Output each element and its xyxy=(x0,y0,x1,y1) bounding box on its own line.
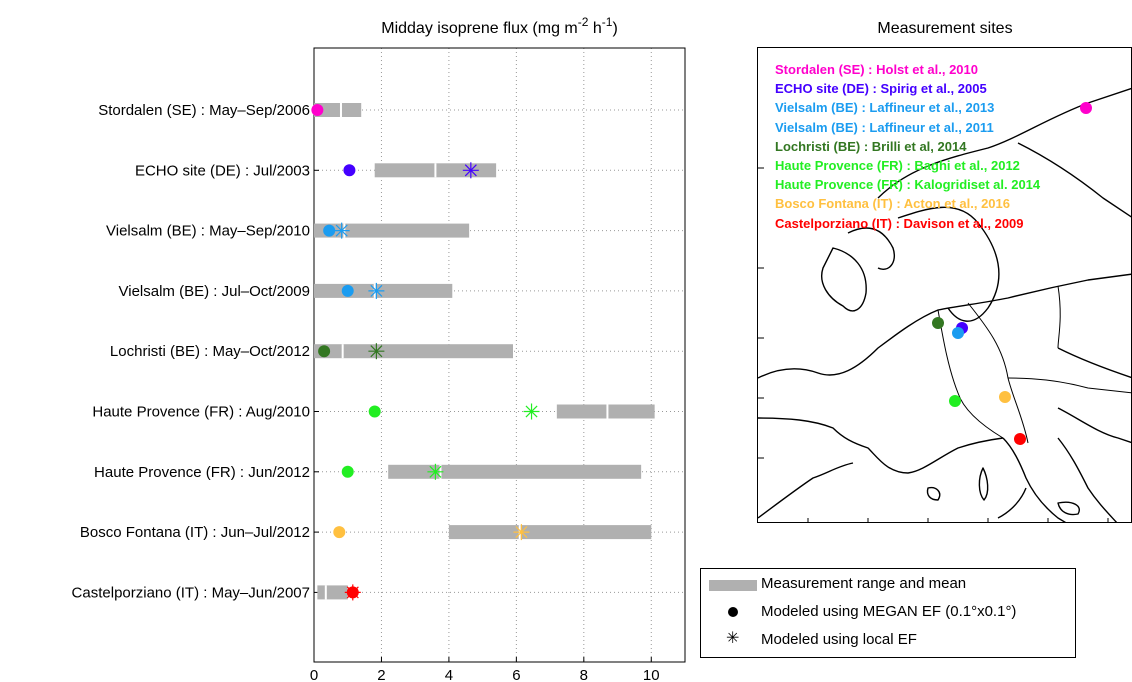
megan-dot xyxy=(341,284,354,297)
map-legend-entry: Stordalen (SE) : Holst et al., 2010 xyxy=(775,62,978,77)
site-label: Stordalen (SE) : May–Sep/2006 xyxy=(98,102,310,119)
x-tick-label: 8 xyxy=(580,667,588,682)
megan-dot xyxy=(311,104,324,116)
site-marker-castelporziano xyxy=(1014,433,1026,445)
range-bar xyxy=(314,223,470,238)
x-tick-label: 4 xyxy=(445,667,453,682)
range-bar xyxy=(556,404,655,419)
site-label: Vielsalm (BE) : May–Sep/2010 xyxy=(106,223,310,240)
local-ef-star xyxy=(523,403,540,420)
local-ef-star xyxy=(462,162,479,179)
site-label: Haute Provence (FR) : Aug/2010 xyxy=(92,404,310,421)
legend-megan-label: Modeled using MEGAN EF (0.1°x0.1°) xyxy=(761,603,1017,620)
megan-dot xyxy=(341,465,354,478)
x-tick-label: 2 xyxy=(377,667,385,682)
legend-row-megan: Modeled using MEGAN EF (0.1°x0.1°) xyxy=(701,602,1075,624)
chart-title-part: -2 xyxy=(578,15,589,29)
site-label: ECHO site (DE) : Jul/2003 xyxy=(135,162,310,179)
megan-dot xyxy=(333,526,346,539)
chart-title: Midday isoprene flux (mg m-2 h-1) xyxy=(381,15,618,37)
legend-range-label: Measurement range and mean xyxy=(761,575,967,592)
megan-dot-swatch xyxy=(728,607,738,617)
local-ef-star xyxy=(427,463,444,480)
local-star-swatch: ✳ xyxy=(726,630,740,647)
megan-dot xyxy=(368,405,381,418)
chart-title-part: Midday isoprene flux (mg m xyxy=(381,20,578,37)
map-legend-entry: Vielsalm (BE) : Laffineur et al., 2011 xyxy=(775,119,994,135)
map-legend-entry: Haute Provence (FR) : Kalogridiset al. 2… xyxy=(775,177,1041,193)
legend-local-label: Modeled using local EF xyxy=(761,631,917,648)
map-legend-entry: Haute Provence (FR) : Baghi et al., 2012 xyxy=(775,158,1020,174)
map-title: Measurement sites xyxy=(877,20,1013,37)
map-legend-entry: Castelporziano (IT) : Davison et al., 20… xyxy=(775,215,1024,231)
map-legend-entry: Bosco Fontana (IT) : Acton et al., 2016 xyxy=(775,196,1010,212)
megan-dot xyxy=(343,164,356,177)
site-marker-stordalen xyxy=(1080,102,1092,114)
local-ef-star xyxy=(368,282,385,299)
range-bar xyxy=(388,464,642,479)
chart-title-part: -1 xyxy=(602,15,613,29)
megan-dot xyxy=(318,345,331,358)
chart-legend: Measurement range and mean Modeled using… xyxy=(700,568,1076,658)
site-label: Castelporziano (IT) : May–Jun/2007 xyxy=(72,584,310,601)
local-ef-star xyxy=(368,343,385,360)
chart-title-part: ) xyxy=(612,20,617,37)
site-marker-lochristi xyxy=(932,317,944,329)
site-map xyxy=(757,47,1132,523)
x-tick-label: 10 xyxy=(643,667,660,682)
site-label: Vielsalm (BE) : Jul–Oct/2009 xyxy=(119,283,310,300)
local-ef-star xyxy=(513,524,530,541)
legend-row-local: ✳ Modeled using local EF xyxy=(701,630,1075,652)
map-legend-entry: Lochristi (BE) : Brilli et al, 2014 xyxy=(775,138,967,154)
site-label: Lochristi (BE) : May–Oct/2012 xyxy=(110,343,310,360)
legend-row-range: Measurement range and mean xyxy=(701,574,1075,596)
local-ef-star xyxy=(333,222,350,239)
map-legend: Stordalen (SE) : Holst et al., 2010 ECHO … xyxy=(775,60,1040,233)
megan-dot xyxy=(323,224,336,237)
site-label: Bosco Fontana (IT) : Jun–Jul/2012 xyxy=(80,524,310,541)
range-bar xyxy=(314,344,513,359)
megan-dot xyxy=(346,586,359,599)
map-legend-entry: ECHO site (DE) : Spirig et al., 2005 xyxy=(775,81,987,97)
range-bar xyxy=(317,585,348,600)
site-label: Haute Provence (FR) : Jun/2012 xyxy=(94,464,310,481)
site-marker-bosco-fontana xyxy=(999,391,1011,403)
chart-title-part: h xyxy=(588,20,601,37)
europe-coastline-map xyxy=(758,87,1131,522)
x-tick-label: 6 xyxy=(512,667,520,682)
flux-chart: Midday isoprene flux (mg m-2 h-1) 0 2 4 6 8 10… xyxy=(72,15,686,682)
x-tick-label: 0 xyxy=(310,667,318,682)
range-bar-swatch xyxy=(709,580,757,591)
range-bar xyxy=(314,103,362,117)
range-bar xyxy=(448,525,652,540)
site-marker-vielsalm xyxy=(952,327,964,339)
map-legend-entry: Vielsalm (BE) : Laffineur et al., 2013 xyxy=(775,100,995,116)
site-marker-haute-provence xyxy=(949,395,961,407)
